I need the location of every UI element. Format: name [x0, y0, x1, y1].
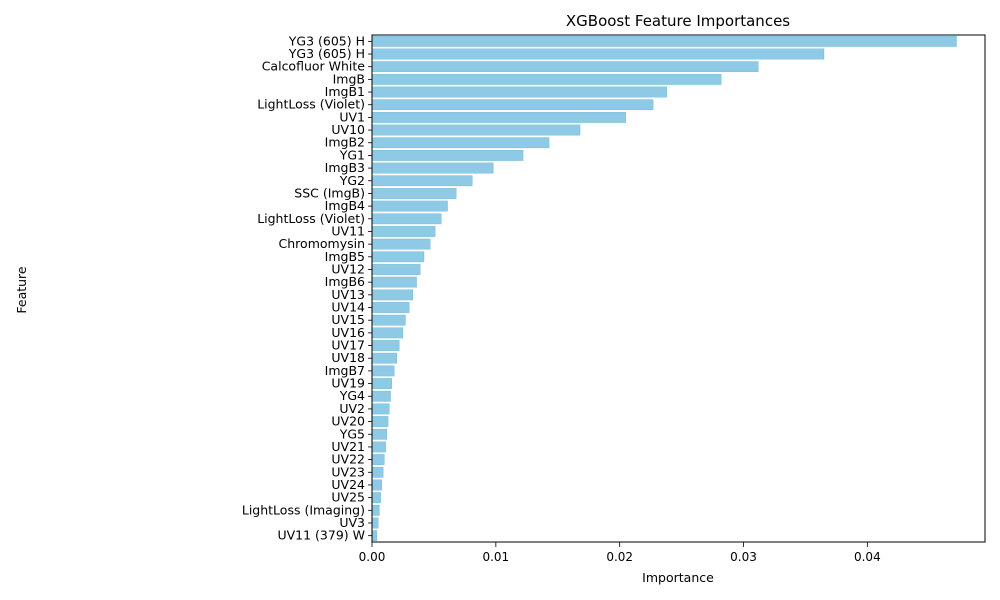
x-tick-label: 0.03: [730, 550, 757, 564]
bar: [371, 454, 385, 465]
x-tick-label: 0.00: [359, 550, 386, 564]
bar: [371, 48, 825, 60]
bar: [371, 238, 431, 250]
feature-label: UV11: [331, 223, 365, 238]
bar: [371, 479, 383, 491]
feature-label: UV13: [331, 287, 365, 302]
feature-label: Calcofluor White: [262, 59, 366, 74]
bar: [371, 416, 389, 427]
feature-label: YG1: [339, 147, 365, 162]
plot-frame: [371, 34, 986, 543]
feature-label: UV24: [331, 477, 365, 492]
bar: [371, 403, 390, 415]
bar: [371, 327, 404, 339]
feature-label: ImgB5: [325, 249, 365, 264]
bar: [371, 124, 581, 136]
feature-label: ImgB3: [325, 160, 365, 175]
feature-label: UV1: [339, 109, 365, 124]
bar: [371, 530, 378, 542]
feature-label: Chromomysin: [279, 236, 365, 251]
bar: [371, 517, 379, 529]
feature-label: UV2: [339, 401, 365, 416]
feature-label: SSC (ImgB): [294, 185, 365, 200]
feature-label: UV23: [331, 464, 365, 479]
feature-label: YG2: [339, 173, 365, 188]
bar: [371, 276, 417, 288]
y-axis-title: Feature: [14, 266, 29, 314]
bar: [371, 86, 667, 98]
feature-label: UV20: [331, 414, 365, 429]
bar: [371, 365, 395, 377]
feature-label: UV17: [331, 338, 365, 353]
x-tick-label: 0.02: [606, 550, 633, 564]
bar: [371, 162, 494, 174]
x-axis: 0.00 0.01 0.02 0.03 0.04: [359, 542, 881, 564]
feature-label: ImgB1: [325, 84, 365, 99]
bar: [371, 150, 524, 161]
feature-label: YG4: [339, 388, 365, 403]
feature-label: UV11 (379) W: [277, 528, 365, 543]
feature-label: UV18: [331, 350, 365, 365]
feature-label: ImgB: [333, 71, 365, 86]
bar: [371, 137, 550, 149]
feature-label: UV15: [331, 312, 365, 327]
feature-label: YG3 (605) H: [288, 33, 365, 48]
feature-label: LightLoss (Imaging): [242, 502, 365, 517]
bar: [371, 200, 448, 212]
feature-label: UV14: [331, 300, 365, 315]
bar: [371, 99, 654, 111]
feature-label: YG5: [339, 426, 365, 441]
x-tick-label: 0.04: [854, 550, 881, 564]
x-axis-title: Importance: [642, 570, 714, 585]
feature-label: UV21: [331, 439, 365, 454]
bar: [371, 340, 400, 351]
bar: [371, 112, 627, 123]
feature-label: ImgB4: [325, 198, 365, 213]
bar: [371, 352, 397, 364]
bar: [371, 378, 392, 389]
bar: [371, 441, 386, 453]
bar: [371, 74, 722, 85]
chart-title: XGBoost Feature Importances: [566, 12, 790, 30]
bar: [371, 428, 388, 440]
bar: [371, 213, 442, 225]
feature-label: ImgB2: [325, 135, 365, 150]
bar: [371, 302, 410, 313]
bar: [371, 466, 384, 478]
feature-label: YG3 (605) H: [288, 46, 365, 61]
feature-label: UV22: [331, 452, 365, 467]
bar: [371, 175, 473, 187]
x-tick-label: 0.01: [482, 550, 509, 564]
bar: [371, 61, 759, 73]
bar: [371, 251, 425, 263]
feature-label: UV16: [331, 325, 365, 340]
feature-label: UV12: [331, 261, 365, 276]
feature-label: LightLoss (Violet): [257, 211, 365, 226]
feature-label: LightLoss (Violet): [257, 97, 365, 112]
bar: [371, 314, 406, 326]
bar: [371, 35, 957, 47]
feature-label: ImgB7: [325, 363, 365, 378]
bar: [371, 289, 414, 301]
bar: [371, 504, 380, 516]
bar: [371, 264, 421, 275]
bar: [371, 226, 436, 237]
bar: [371, 188, 457, 199]
bars-group: [371, 35, 957, 542]
feature-label: UV19: [331, 376, 365, 391]
bar: [371, 390, 391, 402]
feature-label: ImgB6: [325, 274, 365, 289]
bar: [371, 492, 381, 503]
feature-label: UV3: [339, 515, 365, 530]
feature-label: UV10: [331, 122, 365, 137]
feature-label: UV25: [331, 490, 365, 505]
